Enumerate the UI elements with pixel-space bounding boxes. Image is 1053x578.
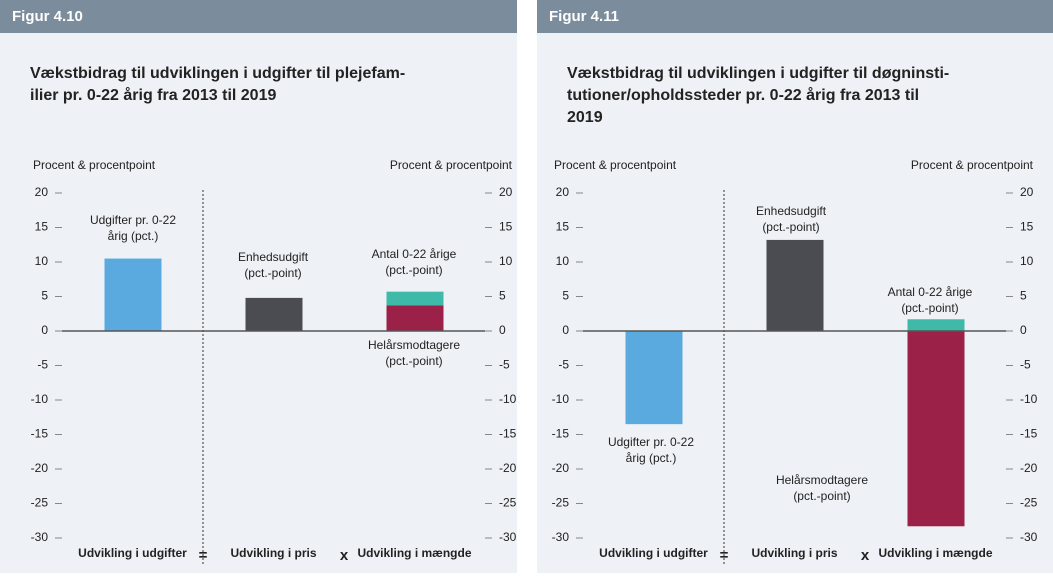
- series-label: Antal 0-22 årige: [888, 285, 973, 299]
- y-tick-label: 10: [35, 254, 49, 268]
- y2-axis-label: Procent & procentpoint: [911, 158, 1034, 172]
- y-tick-label: 0: [562, 323, 569, 337]
- series-label: (pct.-point): [762, 220, 819, 234]
- y-tick-label: 10: [556, 254, 570, 268]
- y2-tick-label: -15: [1020, 427, 1038, 441]
- y2-tick-label: 10: [499, 254, 513, 268]
- series-label: årig (pct.): [108, 229, 159, 243]
- bar: [104, 258, 162, 331]
- bar: [625, 331, 683, 425]
- x-tick-label: Udvikling i mængde: [357, 546, 471, 560]
- y2-axis-label: Procent & procentpoint: [390, 158, 513, 172]
- y-tick-label: -15: [31, 427, 49, 441]
- series-label: Helårsmodtagere: [776, 473, 868, 487]
- y-tick-label: -10: [552, 392, 570, 406]
- y-tick-label: 0: [41, 323, 48, 337]
- figure-label: Figur 4.11: [549, 8, 619, 25]
- series-label: (pct.-point): [793, 489, 850, 503]
- operator: =: [199, 547, 208, 564]
- y-tick-label: -25: [552, 496, 570, 510]
- y-tick-label: 5: [41, 289, 48, 303]
- y2-tick-label: -20: [499, 461, 517, 475]
- panel-header: [537, 0, 1053, 33]
- y-axis-label: Procent & procentpoint: [33, 158, 156, 172]
- y2-tick-label: 15: [1020, 220, 1034, 234]
- bar: [907, 331, 965, 527]
- y-tick-label: -15: [552, 427, 570, 441]
- y2-tick-label: 5: [499, 289, 506, 303]
- series-label: Enhedsudgift: [238, 250, 309, 264]
- x-tick-label: Udvikling i pris: [230, 546, 316, 560]
- y2-tick-label: 20: [1020, 185, 1034, 199]
- y2-tick-label: -10: [499, 392, 517, 406]
- series-label: Enhedsudgift: [756, 204, 827, 218]
- y-tick-label: -20: [31, 461, 49, 475]
- y2-tick-label: -5: [499, 358, 510, 372]
- y-tick-label: -30: [31, 530, 49, 544]
- y-axis-label: Procent & procentpoint: [554, 158, 677, 172]
- y2-tick-label: 20: [499, 185, 513, 199]
- x-tick-label: Udvikling i udgifter: [599, 546, 708, 560]
- y2-tick-label: -25: [499, 496, 517, 510]
- operator: x: [340, 547, 349, 564]
- bar: [907, 319, 965, 331]
- chart-title: ilier pr. 0-22 årig fra 2013 til 2019: [30, 86, 276, 104]
- series-label: Antal 0-22 årige: [372, 247, 457, 261]
- chart-title: Vækstbidrag til udviklingen i udgifter t…: [30, 65, 405, 82]
- x-tick-label: Udvikling i mængde: [878, 546, 992, 560]
- series-label: (pct.-point): [385, 263, 442, 277]
- y-tick-label: 15: [35, 220, 49, 234]
- series-label: Udgifter pr. 0-22: [90, 213, 176, 227]
- y2-tick-label: -5: [1020, 358, 1031, 372]
- y2-tick-label: -25: [1020, 496, 1038, 510]
- y-tick-label: -30: [552, 530, 570, 544]
- operator: =: [720, 547, 729, 564]
- bar: [386, 305, 444, 331]
- y-tick-label: 20: [556, 185, 570, 199]
- series-label: Udgifter pr. 0-22: [608, 435, 694, 449]
- series-label: (pct.-point): [244, 266, 301, 280]
- x-tick-label: Udvikling i udgifter: [78, 546, 187, 560]
- series-label: (pct.-point): [901, 301, 958, 315]
- chart-title: 2019: [567, 109, 603, 126]
- bar: [245, 297, 303, 331]
- y2-tick-label: 0: [499, 323, 506, 337]
- y-tick-label: 15: [556, 220, 570, 234]
- y2-tick-label: -15: [499, 427, 517, 441]
- series-label: Helårsmodtagere: [368, 338, 460, 352]
- chart-title: Vækstbidrag til udviklingen i udgifter t…: [567, 65, 949, 82]
- y2-tick-label: -30: [1020, 530, 1038, 544]
- series-label: årig (pct.): [626, 451, 677, 465]
- y2-tick-label: -30: [499, 530, 517, 544]
- chart-title: tutioner/opholdssteder pr. 0-22 årig fra…: [567, 86, 919, 104]
- x-tick-label: Udvikling i pris: [751, 546, 837, 560]
- figure-label: Figur 4.10: [12, 8, 83, 25]
- y2-tick-label: 15: [499, 220, 513, 234]
- y-tick-label: 20: [35, 185, 49, 199]
- operator: x: [861, 547, 870, 564]
- y-tick-label: -10: [31, 392, 49, 406]
- y2-tick-label: 0: [1020, 323, 1027, 337]
- y2-tick-label: 10: [1020, 254, 1034, 268]
- y-tick-label: -25: [31, 496, 49, 510]
- panel: [0, 0, 517, 573]
- bar: [386, 291, 444, 306]
- y-tick-label: -20: [552, 461, 570, 475]
- y-tick-label: -5: [558, 358, 569, 372]
- y2-tick-label: 5: [1020, 289, 1027, 303]
- y2-tick-label: -10: [1020, 392, 1038, 406]
- bar: [766, 239, 824, 331]
- panel-header: [0, 0, 517, 33]
- y-tick-label: 5: [562, 289, 569, 303]
- series-label: (pct.-point): [385, 354, 442, 368]
- y2-tick-label: -20: [1020, 461, 1038, 475]
- y-tick-label: -5: [37, 358, 48, 372]
